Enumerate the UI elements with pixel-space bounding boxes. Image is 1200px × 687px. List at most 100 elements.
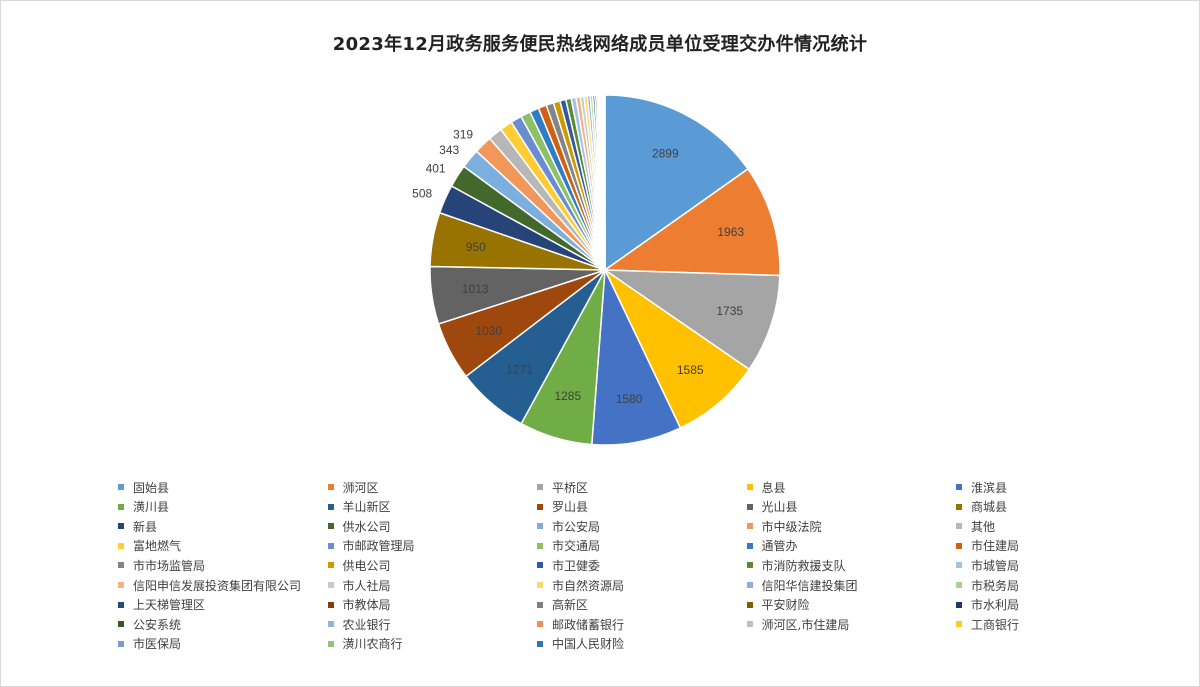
legend-swatch xyxy=(118,582,124,588)
legend-label: 市交通局 xyxy=(552,539,601,554)
slice-data-label: 1030 xyxy=(475,324,502,338)
legend-item: 息县 xyxy=(746,478,786,496)
legend-item: 供电公司 xyxy=(327,556,391,574)
legend-swatch xyxy=(956,484,962,490)
legend-swatch xyxy=(956,503,962,510)
legend-label: 罗山县 xyxy=(552,500,589,515)
legend-label: 市消防救援支队 xyxy=(761,558,846,573)
legend-item: 淮滨县 xyxy=(956,478,1007,496)
legend-swatch xyxy=(118,503,124,510)
legend-swatch xyxy=(118,542,124,549)
legend-item: 市消防救援支队 xyxy=(746,556,846,574)
legend-swatch xyxy=(537,484,543,490)
legend-label: 上天梯管理区 xyxy=(133,598,206,613)
legend-label: 市人社局 xyxy=(342,578,391,593)
legend-item: 信阳申信发展投资集团有限公司 xyxy=(118,576,301,594)
slice-data-label: 1585 xyxy=(677,363,704,377)
legend-item: 市邮政管理局 xyxy=(327,537,415,555)
legend-item: 市交通局 xyxy=(537,537,600,555)
legend-swatch xyxy=(956,562,962,569)
legend-swatch xyxy=(118,523,124,530)
legend-item: 商城县 xyxy=(956,498,1007,516)
legend-item: 市公安局 xyxy=(537,517,600,535)
legend-item: 潢川县 xyxy=(118,498,169,516)
legend-item: 平安财险 xyxy=(746,596,810,614)
legend-item: 市水利局 xyxy=(956,596,1019,614)
legend-swatch xyxy=(327,523,334,530)
legend-item: 农业银行 xyxy=(327,615,391,633)
legend-item: 罗山县 xyxy=(537,498,588,516)
legend-label: 潢川县 xyxy=(133,500,170,515)
legend-label: 市市场监管局 xyxy=(133,558,206,573)
legend-swatch xyxy=(118,562,124,569)
legend-label: 息县 xyxy=(761,480,786,495)
pie-slice xyxy=(591,267,682,446)
legend-swatch xyxy=(746,542,753,549)
legend-label: 市教体局 xyxy=(342,598,391,613)
slice-data-label: 1580 xyxy=(616,392,643,406)
legend-label: 信阳华信建投集团 xyxy=(761,578,858,593)
legend-item: 羊山新区 xyxy=(327,498,391,516)
slice-data-label: 2899 xyxy=(652,146,679,160)
legend-swatch xyxy=(537,503,543,510)
legend-swatch xyxy=(537,562,543,569)
legend-swatch xyxy=(118,621,124,628)
slice-data-label: 319 xyxy=(453,128,473,142)
legend-item: 浉河区,市住建局 xyxy=(746,615,850,633)
legend-item: 高新区 xyxy=(537,596,588,614)
legend-swatch xyxy=(327,640,334,647)
pie-slice xyxy=(603,267,751,429)
slice-data-label: 508 xyxy=(412,186,432,200)
slice-data-label: 343 xyxy=(439,143,459,157)
legend-label: 市水利局 xyxy=(971,598,1020,613)
legend-swatch xyxy=(746,562,753,569)
legend-label: 平桥区 xyxy=(552,480,589,495)
legend-item: 市医保局 xyxy=(118,635,181,653)
legend-label: 农业银行 xyxy=(342,617,391,632)
legend-label: 通管办 xyxy=(761,539,798,554)
legend-swatch xyxy=(327,621,334,628)
legend-swatch xyxy=(956,601,962,608)
legend-swatch xyxy=(537,601,543,608)
legend-label: 供水公司 xyxy=(342,519,391,534)
legend-label: 浉河区,市住建局 xyxy=(761,617,850,632)
legend-item: 市住建局 xyxy=(956,537,1019,555)
legend-label: 其他 xyxy=(971,519,996,534)
legend-swatch xyxy=(746,601,753,608)
legend-swatch xyxy=(746,503,753,510)
legend-swatch xyxy=(327,562,334,569)
legend-label: 信阳申信发展投资集团有限公司 xyxy=(133,578,302,593)
legend-item: 市教体局 xyxy=(327,596,391,614)
legend-item: 公安系统 xyxy=(118,615,181,633)
legend-label: 工商银行 xyxy=(971,617,1020,632)
legend-label: 平安财险 xyxy=(761,598,810,613)
legend-item: 其他 xyxy=(956,517,995,535)
legend-swatch xyxy=(537,523,543,530)
slice-data-label: 950 xyxy=(466,240,486,254)
legend-swatch xyxy=(956,542,962,549)
legend-label: 商城县 xyxy=(971,500,1008,515)
legend-label: 高新区 xyxy=(552,598,589,613)
legend-label: 市医保局 xyxy=(133,637,182,652)
legend-label: 羊山新区 xyxy=(342,500,391,515)
legend-label: 浉河区 xyxy=(342,480,379,495)
legend-label: 供电公司 xyxy=(342,558,391,573)
legend-swatch xyxy=(537,582,543,588)
legend-swatch xyxy=(537,542,543,549)
legend-swatch xyxy=(118,484,124,490)
legend-label: 市税务局 xyxy=(971,578,1020,593)
legend-item: 信阳华信建投集团 xyxy=(746,576,858,594)
legend-item: 浉河区 xyxy=(327,478,379,496)
legend-swatch xyxy=(327,484,334,490)
legend-swatch xyxy=(956,621,962,628)
legend-label: 富地燃气 xyxy=(133,539,182,554)
legend-item: 富地燃气 xyxy=(118,537,181,555)
legend-swatch xyxy=(956,582,962,588)
legend-item: 供水公司 xyxy=(327,517,391,535)
legend-swatch xyxy=(746,523,753,530)
legend-label: 市卫健委 xyxy=(552,558,601,573)
legend-label: 市城管局 xyxy=(971,558,1020,573)
legend-label: 光山县 xyxy=(761,500,798,515)
legend-swatch xyxy=(746,621,753,628)
pie-slice xyxy=(604,94,749,272)
